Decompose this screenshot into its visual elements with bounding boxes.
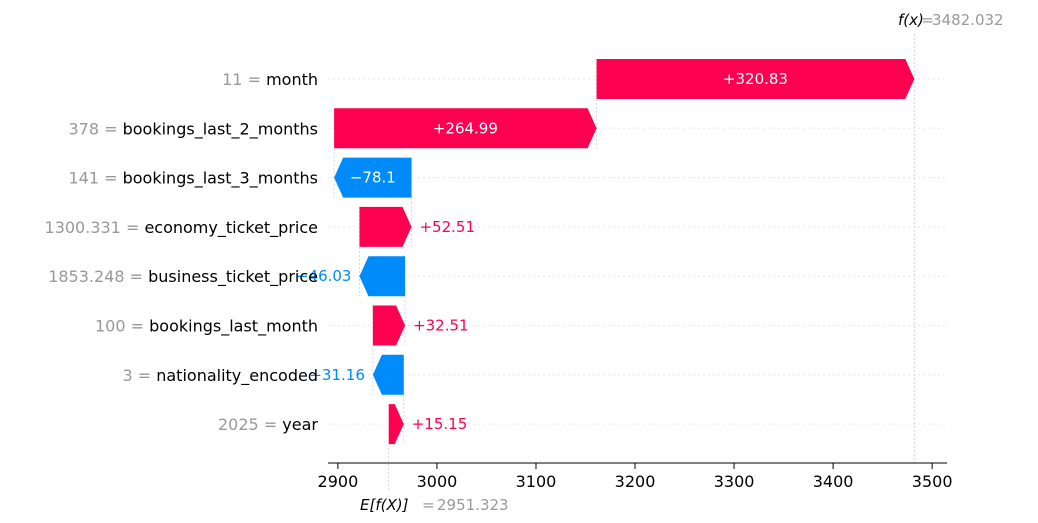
fx-eq: = xyxy=(921,11,934,29)
fx-value: 3482.032 xyxy=(932,11,1004,29)
bar-value-label: +15.15 xyxy=(412,415,468,433)
positive-bar xyxy=(359,206,412,247)
x-tick-label: 3300 xyxy=(714,472,755,491)
x-axis-ticks: 2900 3000 3100 3200 3300 3400 3500 xyxy=(318,463,953,491)
feature-value: 378 = xyxy=(68,119,122,138)
x-tick-label: 2900 xyxy=(318,472,359,491)
bar-value-label: +32.51 xyxy=(413,317,469,335)
bar-value-label: −46.03 xyxy=(296,267,352,285)
feature-label: 1853.248 = business_ticket_price xyxy=(48,267,318,287)
feature-value: 141 = xyxy=(68,169,122,188)
feature-labels: 11 = month 378 = bookings_last_2_months 14… xyxy=(45,70,319,434)
feature-label: 1300.331 = economy_ticket_price xyxy=(45,218,318,238)
bars xyxy=(334,59,915,445)
feature-name: bookings_last_3_months xyxy=(123,169,318,189)
positive-bar xyxy=(334,108,597,149)
feature-label: 11 = month xyxy=(222,70,318,89)
bar-value-label: +52.51 xyxy=(419,218,475,236)
bar-value-label: −31.16 xyxy=(309,366,365,384)
feature-label: 2025 = year xyxy=(218,415,318,434)
feature-value: 2025 = xyxy=(218,415,282,434)
x-tick-label: 3100 xyxy=(516,472,557,491)
feature-value: 100 = xyxy=(95,317,149,336)
negative-bar xyxy=(334,157,412,198)
base-value: 2951.323 xyxy=(437,496,509,514)
feature-name: economy_ticket_price xyxy=(144,218,318,238)
feature-value: 11 = xyxy=(222,70,266,89)
base-label: E[f(X)] xyxy=(360,496,409,514)
feature-label: 100 = bookings_last_month xyxy=(95,317,318,337)
feature-name: business_ticket_price xyxy=(148,267,318,287)
feature-name: bookings_last_2_months xyxy=(123,119,318,139)
base-eq: = xyxy=(422,496,435,514)
x-tick-label: 3000 xyxy=(417,472,458,491)
feature-name: year xyxy=(282,415,318,434)
fx-label: f(x) xyxy=(898,11,924,29)
x-tick-label: 3500 xyxy=(912,472,953,491)
feature-name: bookings_last_month xyxy=(149,317,318,337)
positive-bar xyxy=(372,305,406,346)
negative-bar xyxy=(359,256,406,297)
feature-value: 1853.248 = xyxy=(48,267,148,286)
feature-value: 1300.331 = xyxy=(45,218,145,237)
bar-labels: +320.83 +264.99 −78.1 +52.51 −46.03 +32.51 −31… xyxy=(296,70,788,433)
feature-label: 141 = bookings_last_3_months xyxy=(68,169,318,189)
bar-value-label: −78.1 xyxy=(350,169,396,187)
feature-label: 378 = bookings_last_2_months xyxy=(68,119,318,139)
x-tick-label: 3200 xyxy=(615,472,656,491)
bar-value-label: +264.99 xyxy=(433,119,498,137)
bar-value-label: +320.83 xyxy=(723,70,788,88)
feature-name: month xyxy=(266,70,318,89)
guide-lines xyxy=(333,34,915,490)
feature-label: 3 = nationality_encoded xyxy=(122,366,318,386)
positive-bar xyxy=(596,59,915,99)
positive-bar xyxy=(388,404,404,445)
feature-value: 3 = xyxy=(122,366,156,385)
x-tick-label: 3400 xyxy=(813,472,854,491)
negative-bar xyxy=(372,354,404,395)
feature-name: nationality_encoded xyxy=(156,366,318,386)
